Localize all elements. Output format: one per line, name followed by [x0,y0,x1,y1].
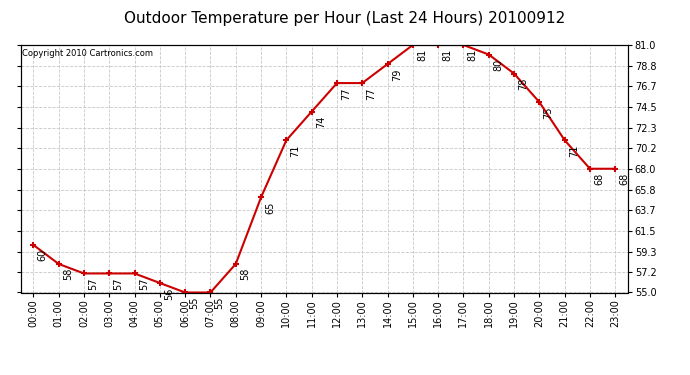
Text: 57: 57 [113,278,124,290]
Text: 68: 68 [594,173,604,185]
Text: 71: 71 [569,144,579,157]
Text: 65: 65 [265,201,275,214]
Text: 71: 71 [290,144,301,157]
Text: 60: 60 [37,249,48,261]
Text: Copyright 2010 Cartronics.com: Copyright 2010 Cartronics.com [22,49,153,58]
Text: 74: 74 [316,116,326,128]
Text: 58: 58 [240,268,250,280]
Text: 81: 81 [468,49,477,62]
Text: 81: 81 [417,49,427,62]
Text: 55: 55 [215,297,225,309]
Text: 57: 57 [139,278,149,290]
Text: 79: 79 [392,68,402,81]
Text: 68: 68 [620,173,629,185]
Text: 75: 75 [544,106,553,119]
Text: 55: 55 [189,297,199,309]
Text: 56: 56 [164,287,174,300]
Text: 77: 77 [366,87,377,100]
Text: 80: 80 [493,58,503,71]
Text: 77: 77 [341,87,351,100]
Text: Outdoor Temperature per Hour (Last 24 Hours) 20100912: Outdoor Temperature per Hour (Last 24 Ho… [124,11,566,26]
Text: 81: 81 [442,49,453,62]
Text: 78: 78 [518,78,529,90]
Text: 57: 57 [88,278,98,290]
Text: 58: 58 [63,268,73,280]
